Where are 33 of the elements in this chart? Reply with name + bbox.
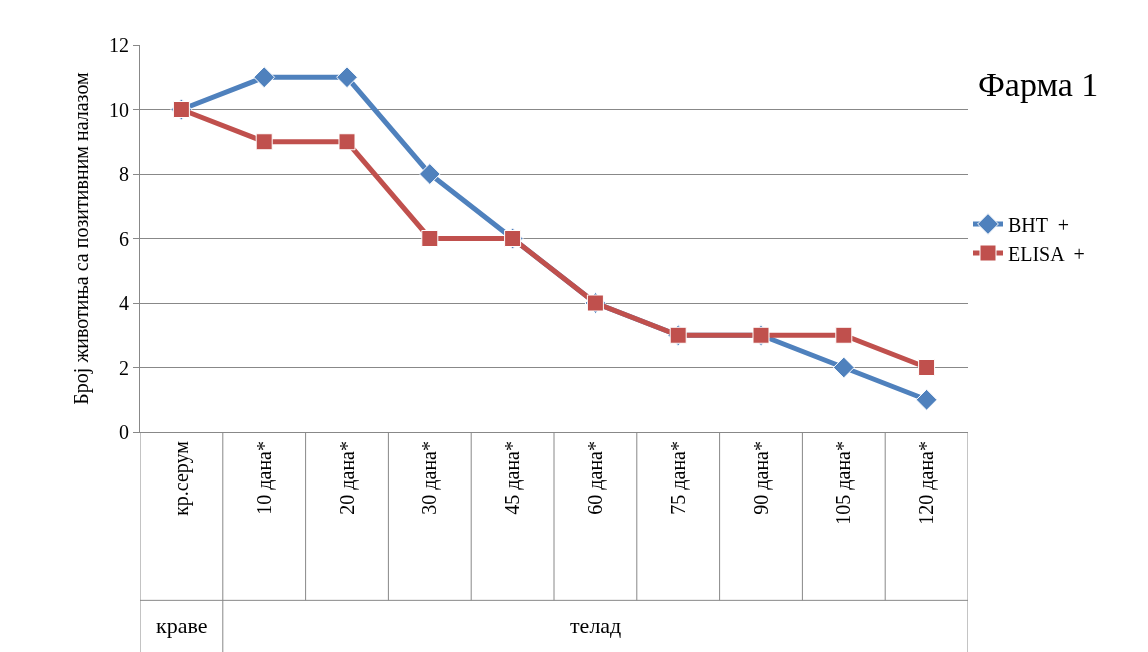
legend-label: ELISA + bbox=[1008, 242, 1085, 265]
y-axis-title: Број животиња са позитивним налазом bbox=[69, 72, 93, 405]
legend-label: BHT + bbox=[1008, 213, 1069, 236]
point bbox=[832, 356, 855, 379]
x-tick-label: 75 дана* bbox=[666, 441, 690, 515]
x-tick-label: 30 дана* bbox=[418, 441, 442, 515]
y-tick-label: 0 bbox=[119, 421, 129, 443]
point bbox=[418, 163, 441, 185]
y-tick-label: 10 bbox=[109, 98, 129, 121]
x-tick-label: 105 дана* bbox=[832, 441, 856, 525]
y-tick-label: 2 bbox=[119, 356, 129, 379]
point bbox=[835, 326, 853, 344]
text: телад bbox=[570, 613, 622, 638]
x-tick-label: 20 дана* bbox=[335, 441, 359, 515]
y-tick-label: 6 bbox=[119, 227, 129, 250]
x-tick-label: 90 дана* bbox=[749, 441, 773, 515]
point bbox=[915, 388, 938, 411]
x-tick-label: кр.серум bbox=[169, 440, 193, 516]
text: краве bbox=[156, 613, 208, 638]
point bbox=[918, 359, 936, 376]
x-tick-label: 45 дана* bbox=[501, 441, 525, 515]
point bbox=[253, 66, 276, 89]
x-tick-label: 120 дана* bbox=[915, 441, 939, 525]
point bbox=[421, 230, 439, 247]
y-tick-label: 12 bbox=[109, 34, 129, 56]
x-tick-label: 60 дана* bbox=[583, 441, 607, 515]
point bbox=[336, 66, 358, 89]
text: Фарма 1 bbox=[978, 66, 1099, 103]
point bbox=[338, 133, 356, 151]
point bbox=[255, 133, 273, 151]
y-tick-label: 8 bbox=[119, 163, 129, 185]
x-tick-label: 10 дана* bbox=[252, 441, 276, 515]
y-tick-label: 4 bbox=[119, 292, 129, 314]
